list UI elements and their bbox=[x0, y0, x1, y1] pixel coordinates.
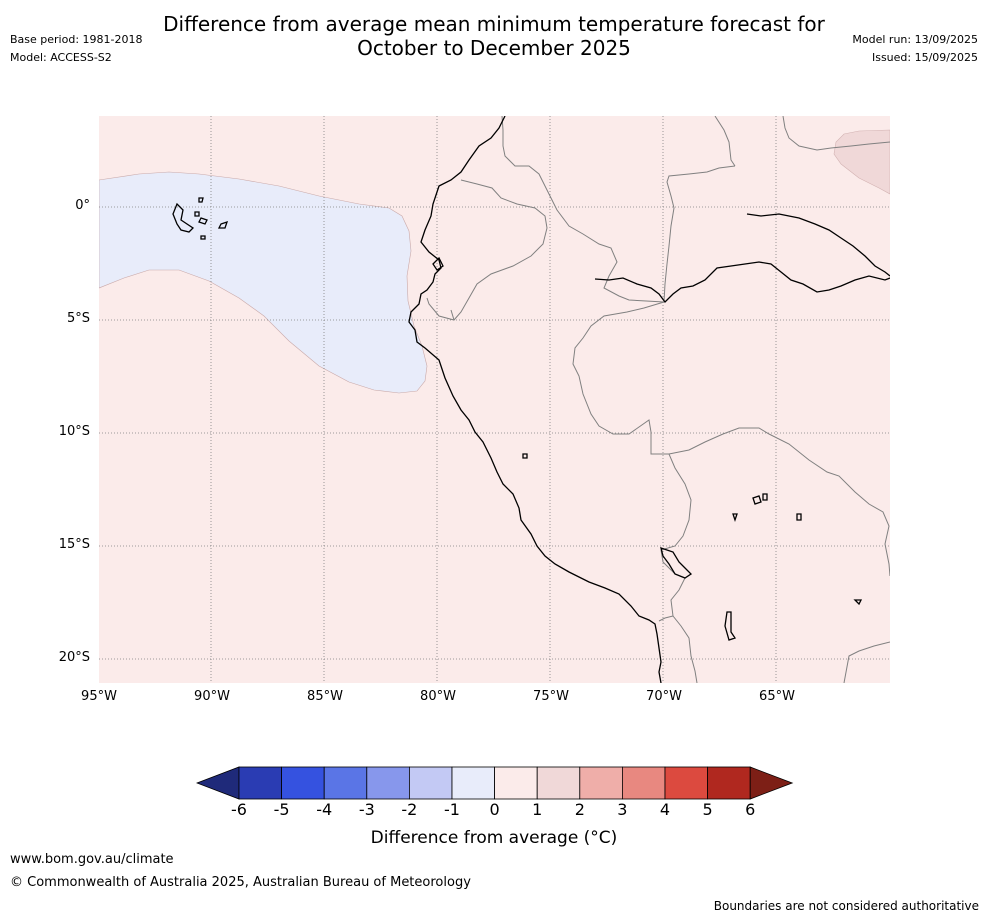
model-text: Model: ACCESS-S2 bbox=[10, 51, 112, 64]
colorbar-tick-label: 3 bbox=[617, 800, 628, 819]
lat-label-5s: 5°S bbox=[66, 311, 90, 326]
base-period-text: Base period: 1981-2018 bbox=[10, 33, 143, 46]
colorbar-cell bbox=[281, 766, 325, 800]
colorbar-tick-label: 4 bbox=[659, 800, 671, 819]
colorbar-extend-low bbox=[196, 766, 240, 800]
lon-label-75w: 75°W bbox=[533, 689, 569, 704]
colorbar-tick-label: 1 bbox=[532, 800, 543, 819]
colorbar-cell bbox=[707, 766, 751, 800]
lon-label-80w: 80°W bbox=[420, 689, 456, 704]
lon-label-95w: 95°W bbox=[81, 689, 117, 704]
colorbar-cell bbox=[536, 766, 581, 800]
disclaimer-text: Boundaries are not considered authoritat… bbox=[713, 899, 979, 913]
map-title: Difference from average mean minimum tem… bbox=[0, 12, 988, 60]
colorbar-tick-label: -6 bbox=[231, 800, 247, 819]
anomaly-region-negative bbox=[99, 171, 428, 394]
website-text: www.bom.gov.au/climate bbox=[10, 852, 174, 867]
colorbar-cell bbox=[408, 766, 453, 800]
lat-label-10s: 10°S bbox=[58, 424, 90, 439]
model-run-text: Model run: 13/09/2025 bbox=[852, 33, 978, 46]
colorbar-cell bbox=[238, 766, 282, 800]
country-borders bbox=[426, 116, 890, 683]
issued-text: Issued: 15/09/2025 bbox=[871, 51, 978, 64]
colorbar-tick-label: -5 bbox=[273, 800, 290, 819]
lon-label-65w: 65°W bbox=[759, 689, 795, 704]
lat-label-15s: 15°S bbox=[58, 537, 90, 552]
colorbar-cell bbox=[323, 766, 368, 800]
meta-left: Base period: 1981-2018 Model: ACCESS-S2 bbox=[10, 31, 142, 67]
colorbar bbox=[196, 766, 794, 800]
colorbar-cell bbox=[494, 766, 538, 800]
lon-label-70w: 70°W bbox=[646, 689, 682, 704]
meta-right: Model run: 13/09/2025 Issued: 15/09/2025 bbox=[852, 31, 978, 67]
map-title-line1: Difference from average mean minimum tem… bbox=[163, 12, 825, 36]
colorbar-cell bbox=[579, 766, 623, 800]
colorbar-tick-label: -3 bbox=[358, 800, 375, 819]
map-title-line2: October to December 2025 bbox=[357, 36, 631, 60]
lon-label-85w: 85°W bbox=[307, 689, 343, 704]
colorbar-tick-label: -2 bbox=[401, 800, 418, 819]
colorbar-cell bbox=[621, 766, 666, 800]
colorbar-tick-label: 0 bbox=[489, 800, 500, 819]
colorbar-tick-label: -1 bbox=[444, 800, 460, 819]
colorbar-tick-label: 2 bbox=[574, 800, 585, 819]
copyright-text: © Commonwealth of Australia 2025, Austra… bbox=[10, 875, 471, 890]
lat-label-0: 0° bbox=[75, 198, 90, 213]
colorbar-tick-label: 5 bbox=[702, 800, 713, 819]
lat-label-20s: 20°S bbox=[58, 650, 90, 665]
forecast-map bbox=[99, 116, 890, 683]
colorbar-cell bbox=[366, 766, 410, 800]
colorbar-tick-label: -4 bbox=[316, 800, 333, 819]
lon-label-90w: 90°W bbox=[194, 689, 230, 704]
colorbar-title: Difference from average (°C) bbox=[370, 828, 618, 848]
colorbar-tick-label: 6 bbox=[745, 800, 756, 819]
colorbar-extend-high bbox=[749, 766, 794, 800]
colorbar-cell bbox=[451, 766, 495, 800]
colorbar-cell bbox=[664, 766, 708, 800]
coastline bbox=[172, 116, 890, 683]
